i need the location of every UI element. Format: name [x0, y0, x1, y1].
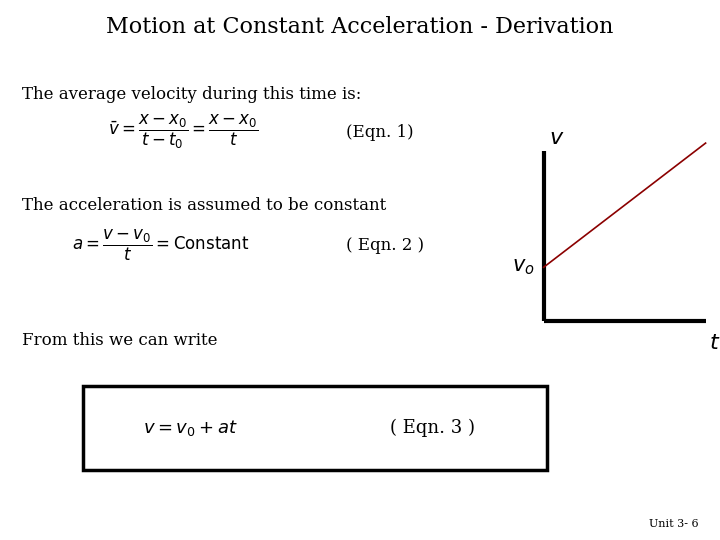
- Text: The average velocity during this time is:: The average velocity during this time is…: [22, 86, 361, 103]
- Text: Motion at Constant Acceleration - Derivation: Motion at Constant Acceleration - Deriva…: [107, 16, 613, 38]
- Text: $v$: $v$: [549, 126, 564, 149]
- Text: ( Eqn. 3 ): ( Eqn. 3 ): [390, 419, 474, 437]
- Text: The acceleration is assumed to be constant: The acceleration is assumed to be consta…: [22, 197, 386, 214]
- Text: (Eqn. 1): (Eqn. 1): [346, 124, 413, 141]
- Text: $a=\dfrac{v-v_0}{t}=\mathrm{Constant}$: $a=\dfrac{v-v_0}{t}=\mathrm{Constant}$: [72, 228, 249, 264]
- Text: Unit 3- 6: Unit 3- 6: [649, 519, 698, 529]
- Text: $v_o$: $v_o$: [513, 258, 535, 277]
- Bar: [83, 386, 547, 470]
- Text: $\bar{v}=\dfrac{x-x_0}{t-t_0}=\dfrac{x-x_0}{t}$: $\bar{v}=\dfrac{x-x_0}{t-t_0}=\dfrac{x-x…: [108, 113, 258, 151]
- Text: ( Eqn. 2 ): ( Eqn. 2 ): [346, 237, 424, 254]
- Text: $v=v_0+at$: $v=v_0+at$: [143, 418, 238, 438]
- Text: $t$: $t$: [709, 332, 720, 354]
- Text: From this we can write: From this we can write: [22, 332, 217, 349]
